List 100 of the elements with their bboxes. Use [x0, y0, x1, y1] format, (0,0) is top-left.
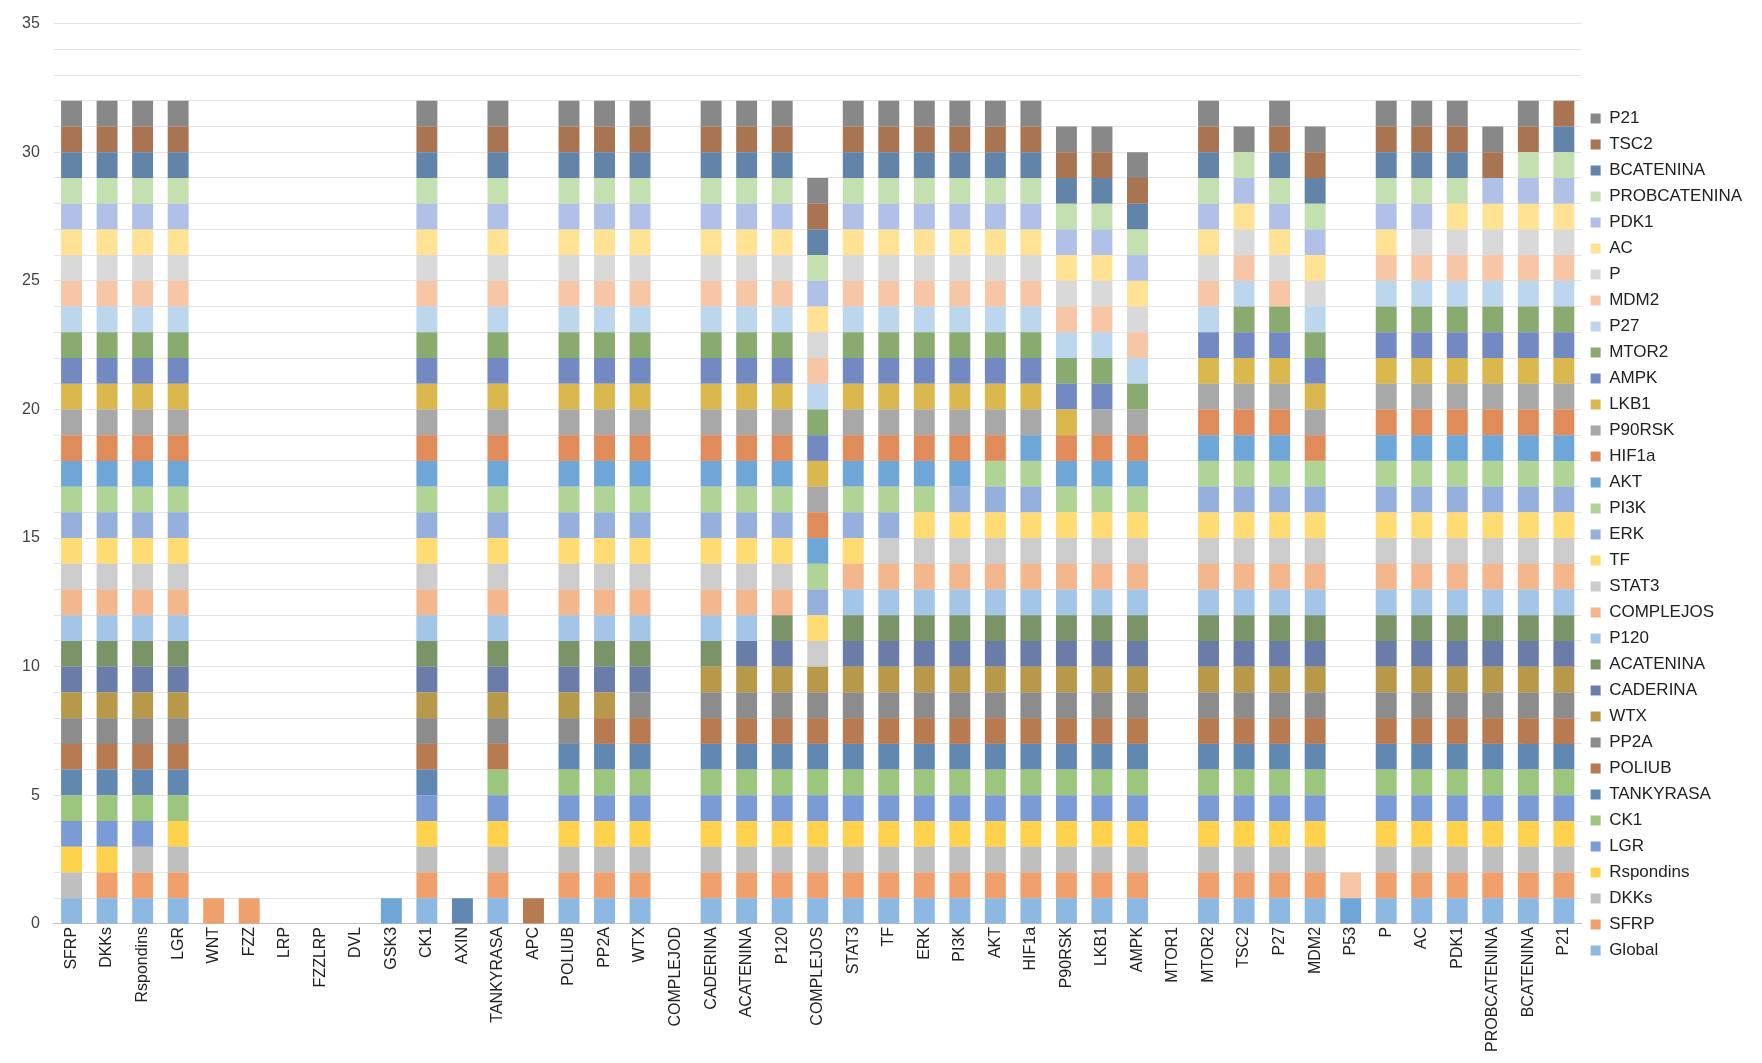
bar: [984, 718, 1006, 744]
bar: [629, 795, 651, 822]
bar: [132, 229, 154, 256]
bar: [1198, 435, 1220, 461]
bar: [1375, 306, 1397, 333]
bar: [487, 152, 509, 178]
bar: [949, 100, 971, 127]
bar: [416, 435, 438, 461]
bar: [1198, 332, 1220, 359]
bar: [1198, 100, 1220, 127]
bar: [1553, 615, 1575, 641]
bar: [913, 409, 935, 436]
x-tick-label: MDM2: [1305, 926, 1323, 975]
bar: [807, 460, 829, 487]
bar: [629, 692, 651, 719]
bar: [1091, 332, 1113, 359]
bar: [1375, 666, 1397, 693]
bar: [771, 563, 793, 590]
bar: [1517, 435, 1539, 461]
bar: [1091, 306, 1113, 333]
bar: [594, 821, 615, 847]
bar: [700, 280, 722, 307]
bar: [1127, 177, 1148, 204]
bar: [416, 563, 438, 590]
legend-label: Global: [1609, 940, 1659, 960]
bar: [1517, 126, 1539, 153]
bar: [1304, 692, 1326, 719]
bar: [558, 409, 580, 436]
bar: [61, 100, 83, 127]
bar: [416, 126, 438, 153]
bar: [1233, 152, 1255, 178]
bar: [1055, 872, 1077, 899]
bar: [487, 846, 509, 873]
bar: [1517, 640, 1539, 667]
bar: [1269, 846, 1291, 873]
bar: [167, 100, 189, 127]
bar: [558, 460, 580, 487]
bar: [594, 177, 615, 204]
bar: [1020, 589, 1042, 616]
bar: [1091, 435, 1113, 461]
bar: [1553, 666, 1575, 693]
bar: [1020, 640, 1042, 667]
bar: [878, 821, 900, 847]
bar: [771, 589, 793, 616]
bar: [416, 460, 438, 487]
bar: [1091, 640, 1113, 667]
bar: [1091, 615, 1113, 641]
y-tick-label: 15: [22, 528, 40, 546]
legend-label: P21: [1609, 108, 1640, 128]
bar: [807, 203, 829, 230]
bar: [1304, 666, 1326, 693]
bar: [416, 692, 438, 719]
bar: [1020, 332, 1042, 359]
legend-label: P: [1609, 264, 1621, 284]
bar: [842, 640, 864, 667]
bar: [1233, 615, 1255, 641]
bar: [1304, 203, 1326, 230]
bar: [1375, 563, 1397, 590]
bar: [1020, 435, 1042, 461]
bar: [629, 177, 651, 204]
bar: [1055, 615, 1077, 641]
bar: [1482, 435, 1504, 461]
bar: [842, 666, 864, 693]
bar: [487, 821, 509, 847]
bar: [416, 769, 438, 796]
bar: [1269, 152, 1291, 178]
bar: [594, 280, 615, 307]
bar: [771, 538, 793, 564]
bar: [949, 846, 971, 873]
bar: [96, 821, 118, 847]
bar: [167, 795, 189, 822]
bar: [1304, 872, 1326, 899]
bar: [1020, 563, 1042, 590]
x-tick-label: PROBCATENINA: [1483, 926, 1501, 1053]
bar: [842, 872, 864, 899]
bar: [842, 743, 864, 770]
bar: [1233, 358, 1255, 384]
bar: [1411, 486, 1433, 513]
bar: [771, 692, 793, 719]
bar: [594, 898, 615, 924]
bar: [949, 898, 971, 924]
bar: [1091, 743, 1113, 770]
bar: [842, 177, 864, 204]
bar: [1269, 126, 1291, 153]
bar: [842, 718, 864, 744]
bar: [1269, 100, 1291, 127]
bar: [1020, 486, 1042, 513]
bar: [1304, 743, 1326, 770]
bar: [1269, 795, 1291, 822]
bar: [96, 383, 118, 410]
bar: [913, 692, 935, 719]
bar: [1020, 126, 1042, 153]
bar: [1091, 255, 1113, 281]
y-tick-label: 20: [22, 399, 40, 417]
bar: [1375, 460, 1397, 487]
bar: [1055, 743, 1077, 770]
bar: [1517, 203, 1539, 230]
bar: [1411, 177, 1433, 204]
bar: [629, 718, 651, 744]
bar: [61, 898, 83, 924]
